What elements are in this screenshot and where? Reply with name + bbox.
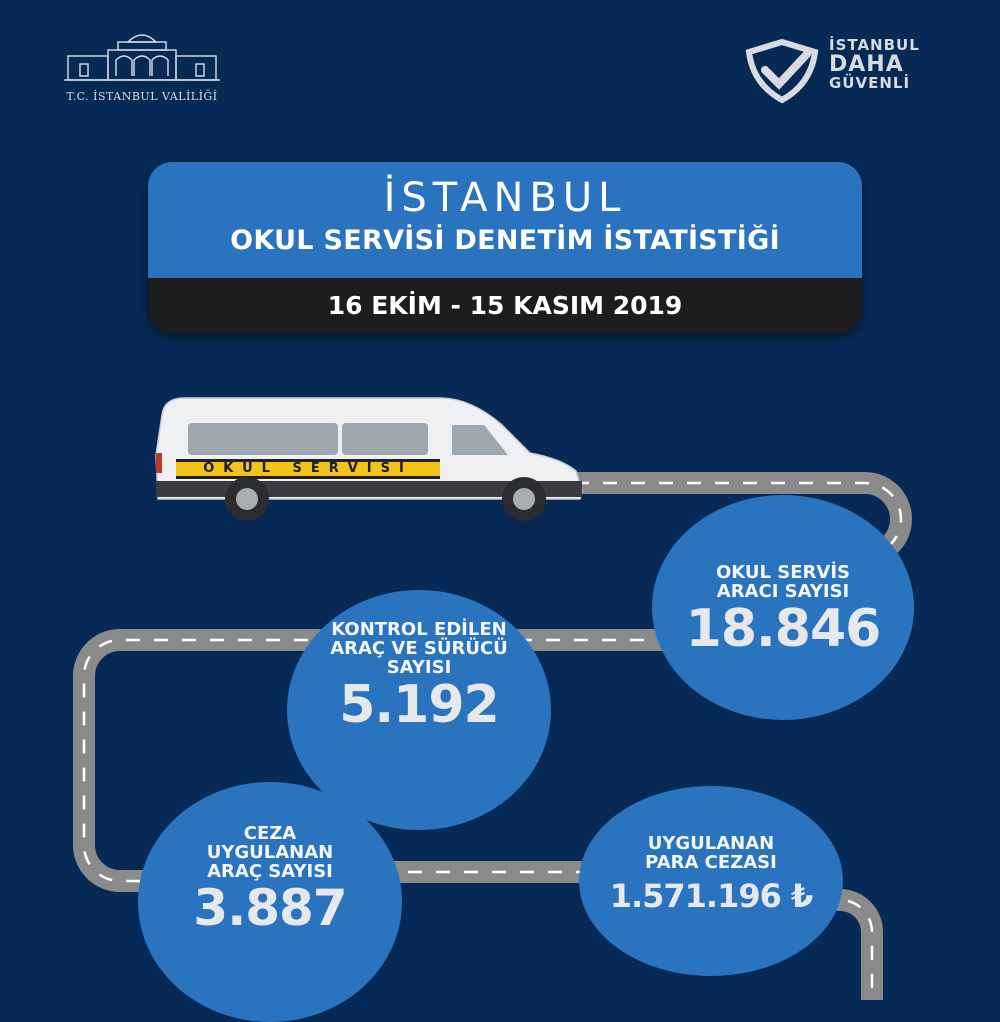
istanbul-daha-guvenli-logo: İSTANBUL DAHA GÜVENLİ [745, 38, 960, 108]
stat-circle-okul-servis: OKUL SERVİS ARACI SAYISI 18.846 [652, 495, 914, 720]
stat-label-line: UYGULANAN [647, 833, 775, 854]
stat-label-line: ARAÇ SAYISI [207, 861, 333, 882]
stat-label-line: SAYISI [386, 657, 452, 678]
title-subtitle: OKUL SERVİSİ DENETİM İSTATİSTİĞİ [230, 225, 780, 256]
stat-value: 5.192 [339, 675, 499, 735]
stat-value: 1.571.196 ₺ [609, 877, 814, 915]
school-minibus-icon: OKUL SERVİSİ [152, 395, 584, 521]
stat-label-line: CEZA [243, 823, 297, 844]
stat-label-line: PARA CEZASI [645, 852, 777, 873]
stat-label-line: OKUL SERVİS [716, 562, 850, 583]
governorship-building-icon [64, 34, 220, 81]
stat-value: 18.846 [685, 599, 882, 659]
logo-line-istanbul: İSTANBUL [829, 36, 920, 54]
logo-line-daha: DAHA [829, 52, 904, 77]
stat-label-line: KONTROL EDİLEN [331, 619, 507, 640]
stat-circle-ceza-uygulanan: CEZA UYGULANAN ARAÇ SAYISI 3.887 [138, 782, 402, 1022]
shield-check-icon [745, 38, 819, 104]
stat-label-line: UYGULANAN [206, 842, 334, 863]
istanbul-valiligi-logo: T.C. İSTANBUL VALİLİĞİ [62, 28, 222, 110]
stat-label-line: ARACI SAYISI [716, 581, 850, 602]
stat-label-line: ARAÇ VE SÜRÜCÜ [330, 638, 508, 659]
stat-circle-kontrol-edilen: KONTROL EDİLEN ARAÇ VE SÜRÜCÜ SAYISI 5.1… [287, 590, 551, 830]
title-city: İSTANBUL [383, 175, 627, 221]
van-banner-text: OKUL SERVİSİ [203, 461, 413, 476]
valilik-caption: T.C. İSTANBUL VALİLİĞİ [66, 90, 218, 103]
title-card: İSTANBUL OKUL SERVİSİ DENETİM İSTATİSTİĞ… [148, 162, 862, 333]
logo-line-guvenli: GÜVENLİ [829, 74, 911, 92]
stat-circle-para-cezasi: UYGULANAN PARA CEZASI 1.571.196 ₺ [579, 786, 843, 976]
stat-value: 3.887 [193, 879, 347, 937]
date-range: 16 EKİM - 15 KASIM 2019 [148, 278, 862, 333]
